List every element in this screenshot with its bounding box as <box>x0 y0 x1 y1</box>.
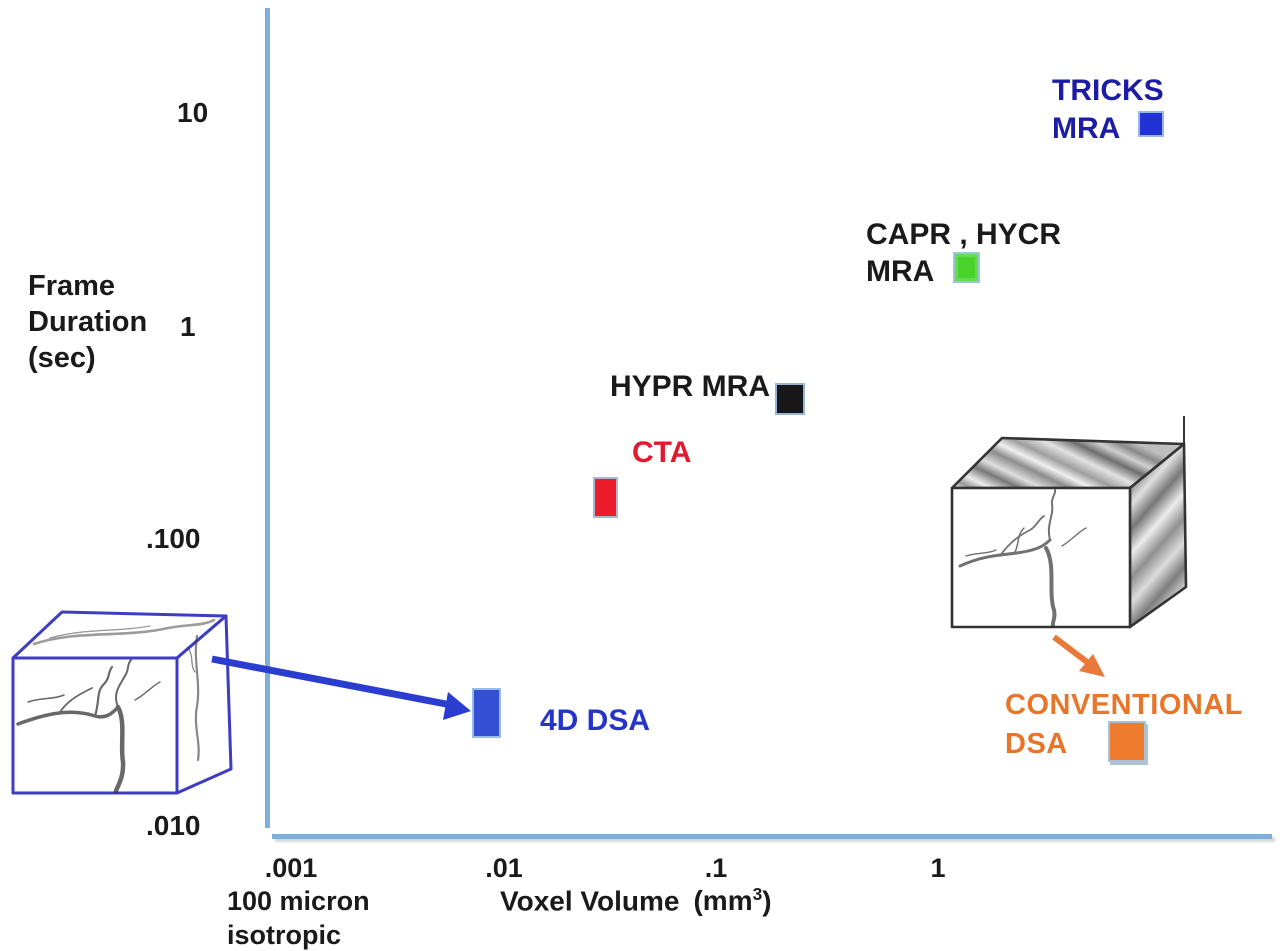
x-tick-1t: .1 <box>704 853 728 883</box>
x-axis-title-main: Voxel Volume <box>500 885 680 917</box>
x-axis-note-line2: isotropic <box>227 920 342 950</box>
marker-capr-hycr-mra <box>953 252 980 283</box>
x-axis-unit-open: (mm <box>693 885 753 917</box>
label-tricks-mra: TRICKS MRA <box>1052 72 1164 148</box>
marker-hypr-mra <box>775 383 805 415</box>
label-tricks-line1: TRICKS <box>1052 74 1164 107</box>
x-axis-note-line1: 100 micron <box>227 886 370 916</box>
y-tick-10: 10 <box>177 97 209 128</box>
right-conventional-cube <box>950 416 1188 629</box>
blue-arrow <box>211 655 471 720</box>
y-axis-line <box>265 8 270 828</box>
x-axis-unit-sup: 3 <box>752 884 763 904</box>
right-cube-vessel-texture <box>958 489 1087 628</box>
y-axis-title: Frame Duration (sec) <box>28 268 147 376</box>
y-tick-100m: .100 <box>146 523 201 554</box>
left-cube-topface-texture <box>32 618 216 646</box>
label-tricks-line2: MRA <box>1052 112 1121 145</box>
left-cube-sideface-texture <box>187 634 200 762</box>
marker-4d-dsa <box>472 688 501 738</box>
label-cta: CTA <box>632 436 692 469</box>
marker-cta <box>593 477 618 518</box>
marker-tricks-mra <box>1138 111 1164 137</box>
y-axis-title-line1: Frame <box>28 270 116 302</box>
label-conventional-line2: DSA <box>1005 728 1068 760</box>
label-conventional-dsa: CONVENTIONAL DSA <box>1005 686 1243 764</box>
x-tick-01: .01 <box>485 853 523 883</box>
x-tick-one: 1 <box>930 853 946 883</box>
label-4d-dsa: 4D DSA <box>540 704 651 737</box>
x-axis-note: 100 micron isotropic <box>227 884 370 951</box>
y-tick-010m: .010 <box>146 810 201 841</box>
orange-arrow <box>1052 634 1105 677</box>
y-tick-1: 1 <box>180 311 196 342</box>
label-capr-hycr-mra: CAPR , HYCR MRA <box>866 216 1061 290</box>
x-axis-unit-close: ) <box>762 885 772 917</box>
label-hypr-mra: HYPR MRA <box>610 370 771 403</box>
label-capr-line2: MRA <box>866 255 935 288</box>
marker-conventional-dsa <box>1108 721 1146 762</box>
left-cube-vessel-texture <box>16 659 161 794</box>
y-axis-title-line2: Duration <box>28 306 148 338</box>
x-axis-title: Voxel Volume (mm3) <box>500 884 772 917</box>
x-tick-001: .001 <box>264 853 318 883</box>
x-axis-line <box>272 834 1272 839</box>
label-capr-line1: CAPR , HYCR <box>866 218 1062 251</box>
y-axis-title-line3: (sec) <box>28 342 96 374</box>
label-conventional-line1: CONVENTIONAL <box>1005 689 1243 721</box>
